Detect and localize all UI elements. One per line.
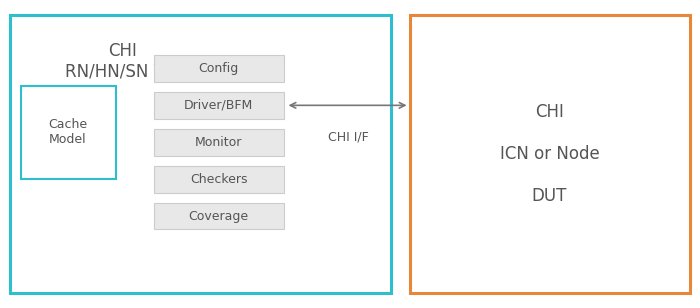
Text: Monitor: Monitor bbox=[195, 136, 242, 149]
Text: Coverage: Coverage bbox=[189, 210, 248, 223]
Bar bbox=[410, 15, 690, 293]
Text: CHI I/F: CHI I/F bbox=[328, 131, 368, 144]
Text: CHI

ICN or Node

DUT: CHI ICN or Node DUT bbox=[500, 103, 599, 205]
Bar bbox=[154, 203, 284, 229]
Text: Checkers: Checkers bbox=[190, 173, 248, 186]
Bar bbox=[154, 129, 284, 156]
Bar bbox=[154, 166, 284, 192]
Text: CHI
RN/HN/SN VIP: CHI RN/HN/SN VIP bbox=[65, 42, 180, 81]
Text: Driver/BFM: Driver/BFM bbox=[184, 99, 253, 112]
Bar bbox=[154, 55, 284, 82]
Bar bbox=[21, 86, 116, 179]
Text: Config: Config bbox=[199, 62, 239, 75]
Bar bbox=[10, 15, 391, 293]
Bar bbox=[154, 92, 284, 119]
Text: Cache
Model: Cache Model bbox=[48, 119, 88, 146]
